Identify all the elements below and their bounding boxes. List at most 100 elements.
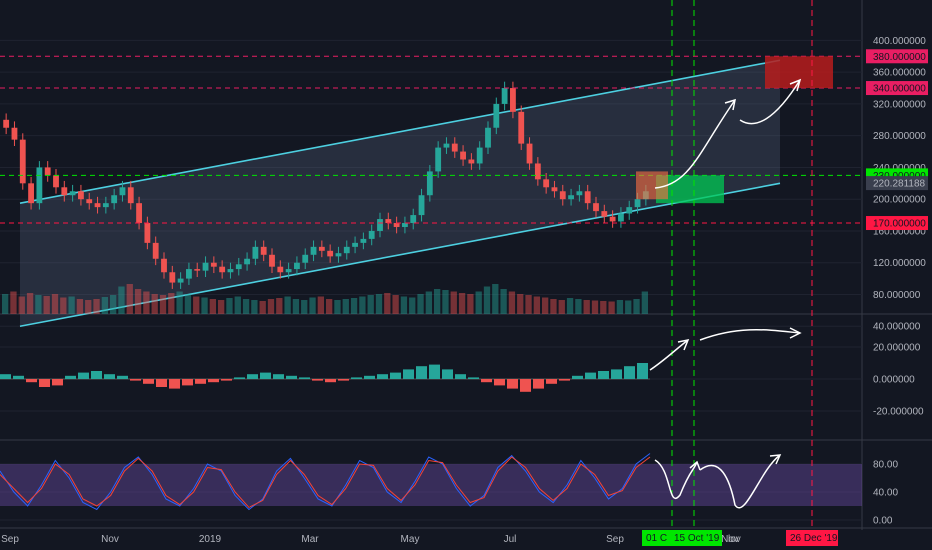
candle-body bbox=[468, 159, 475, 164]
candle-body bbox=[360, 238, 367, 243]
volume-bar bbox=[492, 284, 499, 314]
stoch-band bbox=[0, 464, 862, 506]
volume-bar bbox=[558, 300, 565, 314]
price-tick-label: 120.000000 bbox=[873, 258, 926, 269]
candle-body bbox=[152, 242, 159, 259]
candle-body bbox=[3, 119, 10, 128]
candle-body bbox=[235, 264, 242, 270]
volume-bar bbox=[434, 289, 441, 314]
candle-body bbox=[410, 215, 417, 224]
candle-body bbox=[584, 191, 591, 204]
candle-body bbox=[36, 167, 43, 204]
channel-lower-line bbox=[19, 182, 781, 328]
macd-bar bbox=[598, 371, 609, 379]
candle-body bbox=[576, 191, 583, 196]
candle-body bbox=[493, 103, 500, 128]
macd-bar bbox=[624, 366, 635, 379]
macd-panel[interactable] bbox=[0, 346, 862, 412]
volume-bar bbox=[483, 286, 491, 314]
level-tag bbox=[866, 216, 928, 231]
price-panel[interactable] bbox=[0, 39, 862, 328]
time-tick-fragment: lov bbox=[728, 534, 741, 545]
macd-bar bbox=[195, 379, 206, 384]
level-tag-label: 340.000000 bbox=[873, 84, 926, 95]
macd-bar bbox=[208, 379, 219, 383]
stoch-tick-label: 0.00 bbox=[873, 516, 893, 527]
level-tag bbox=[866, 81, 928, 96]
volume-bar bbox=[442, 290, 449, 314]
candle-body bbox=[460, 151, 466, 160]
macd-bar bbox=[364, 375, 375, 379]
volume-bar bbox=[367, 295, 374, 314]
volume-bar bbox=[201, 297, 208, 314]
candle-body bbox=[385, 219, 392, 224]
channel-fill bbox=[20, 60, 780, 327]
candle-body bbox=[136, 203, 142, 224]
projection-arrow bbox=[654, 99, 736, 189]
price-tick-label: 360.000000 bbox=[873, 68, 926, 79]
candle-body bbox=[327, 250, 334, 257]
channel-upper-line bbox=[19, 59, 781, 204]
projection-arrow bbox=[699, 328, 801, 341]
candle-body bbox=[551, 187, 558, 192]
candle-body bbox=[210, 262, 217, 267]
volume-bar bbox=[2, 294, 9, 314]
macd-tick-label: 20.000000 bbox=[873, 343, 921, 354]
volume-bar bbox=[467, 294, 474, 314]
macd-bar bbox=[0, 374, 11, 379]
volume-bar bbox=[118, 286, 125, 314]
volume-bar bbox=[533, 296, 540, 314]
stoch-panel[interactable] bbox=[0, 453, 862, 521]
macd-bar bbox=[637, 363, 648, 379]
candle-body bbox=[543, 179, 550, 188]
macd-bar bbox=[91, 371, 102, 379]
candle-body bbox=[402, 223, 408, 227]
candle-body bbox=[111, 195, 118, 204]
stoch-tick-label: 80.00 bbox=[873, 460, 898, 471]
volume-bar bbox=[384, 293, 391, 314]
date-tag-label: 26 Dec '19 bbox=[790, 533, 838, 544]
candle-body bbox=[269, 254, 275, 267]
candle-body bbox=[318, 246, 325, 251]
volume-bar bbox=[51, 294, 59, 314]
candle-body bbox=[194, 269, 201, 271]
candle-body bbox=[451, 143, 458, 152]
macd-bar bbox=[338, 379, 349, 381]
macd-bar bbox=[546, 379, 557, 384]
macd-bar bbox=[572, 375, 583, 379]
volume-bar bbox=[375, 294, 383, 314]
projection-arrow bbox=[654, 459, 698, 499]
macd-bar bbox=[390, 372, 401, 379]
volume-bar bbox=[392, 295, 399, 314]
volume-bar bbox=[550, 299, 557, 314]
candle-body bbox=[28, 183, 34, 204]
date-tag-label: 01 C bbox=[646, 533, 667, 544]
volume-bar bbox=[583, 300, 590, 314]
candle-body bbox=[634, 199, 641, 208]
candle-body bbox=[352, 242, 358, 247]
candle-body bbox=[219, 266, 226, 273]
macd-bar bbox=[481, 379, 492, 383]
candle-body bbox=[260, 246, 267, 255]
candle-body bbox=[102, 203, 109, 208]
macd-bar bbox=[182, 379, 193, 386]
volume-bar bbox=[342, 299, 349, 314]
volume-bar bbox=[35, 295, 42, 314]
volume-bar bbox=[18, 296, 25, 314]
volume-bar bbox=[184, 294, 192, 314]
macd-bar bbox=[39, 379, 50, 387]
candle-body bbox=[618, 213, 624, 222]
macd-bar bbox=[585, 372, 596, 379]
arrow-head bbox=[789, 78, 802, 92]
candle-body bbox=[568, 195, 574, 200]
volume-bar bbox=[616, 300, 624, 314]
date-tag bbox=[786, 530, 838, 546]
volume-bar bbox=[525, 295, 532, 314]
volume-bar bbox=[400, 296, 408, 314]
volume-bar bbox=[242, 299, 250, 314]
macd-bar bbox=[260, 372, 271, 379]
volume-bar bbox=[234, 296, 241, 314]
drawing-annotations bbox=[649, 0, 813, 528]
current-price-tag bbox=[866, 176, 928, 191]
